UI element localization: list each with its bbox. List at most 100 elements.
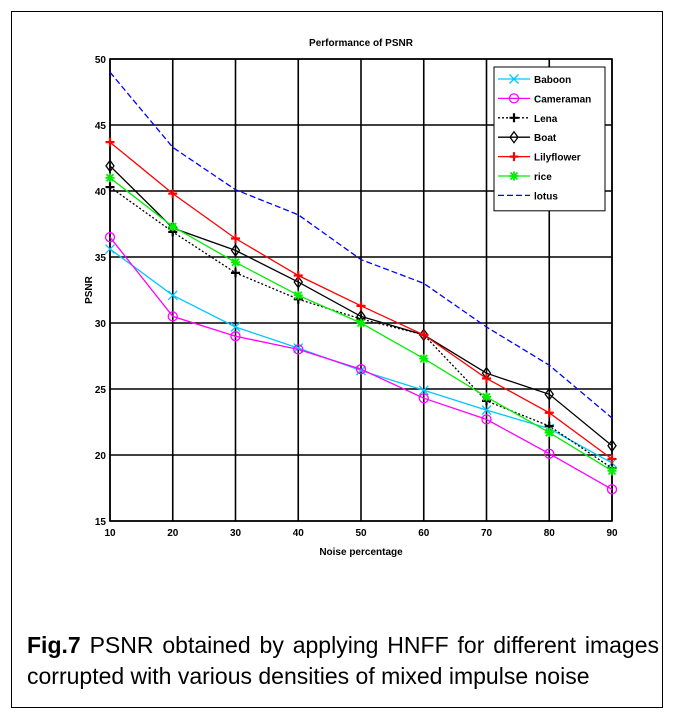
x-tick-label: 10: [104, 528, 116, 539]
marker-plus: [419, 330, 429, 340]
x-tick-label: 20: [167, 528, 179, 539]
series-lotus: [109, 71, 613, 419]
marker-star: [509, 171, 519, 181]
series-point-marker: [356, 365, 366, 376]
series-point-marker: [230, 322, 241, 332]
marker-x: [418, 385, 429, 396]
legend-entry: Lena: [498, 113, 558, 125]
series-point-marker: [607, 466, 617, 476]
figure-caption-text: PSNR obtained by applying HNFF for diffe…: [27, 632, 659, 689]
legend-entry: lotus: [498, 191, 558, 202]
legend-box: [493, 66, 606, 212]
series-point-marker: [544, 428, 554, 438]
marker-circle: [481, 414, 492, 425]
series-point-marker: [509, 130, 519, 144]
y-tick-label: 15: [95, 517, 107, 528]
series-point-marker: [607, 454, 617, 464]
marker-plus: [105, 182, 115, 192]
series-point-marker: [544, 448, 555, 459]
series-line: [109, 71, 613, 419]
y-tick-label: 30: [95, 319, 107, 330]
marker-circle: [544, 448, 555, 459]
series-point-marker: [168, 222, 178, 232]
series-line: [109, 165, 613, 447]
marker-plus: [509, 113, 519, 123]
series-point-marker: [293, 343, 304, 354]
x-tick-label: 90: [606, 528, 618, 539]
series-point-marker: [105, 182, 115, 192]
y-tick-label: 40: [95, 187, 107, 198]
chart-title: Performance of PSNR: [309, 38, 414, 49]
series-point-marker: [606, 484, 618, 495]
series-point-marker: [167, 311, 178, 322]
marker-plus: [231, 268, 240, 278]
series-point-marker: [544, 408, 554, 418]
series-point-marker: [509, 152, 519, 162]
series-point-marker: [607, 439, 617, 453]
series-point-marker: [105, 173, 115, 183]
figure-number: Fig.7: [27, 632, 81, 658]
legend-label: Baboon: [534, 75, 571, 86]
y-tick-label: 50: [95, 55, 107, 66]
x-tick-label: 40: [293, 528, 305, 539]
legend-label: Cameraman: [534, 94, 591, 105]
series-point-marker: [105, 159, 115, 173]
series-point-marker: [356, 318, 366, 328]
series-point-marker: [167, 290, 178, 301]
marker-x: [105, 244, 115, 255]
y-axis-label: PSNR: [84, 275, 95, 304]
series-point-marker: [231, 268, 240, 278]
legend-entry: Baboon: [498, 74, 571, 86]
x-tick-label: 50: [355, 528, 367, 539]
series-point-marker: [168, 189, 178, 199]
marker-x: [230, 322, 241, 332]
legend-label: Lena: [534, 114, 558, 125]
marker-diamond: [230, 243, 241, 258]
marker-circle: [355, 364, 367, 375]
series-point-marker: [230, 331, 241, 342]
marker-plus: [544, 408, 554, 418]
series-cameraman: [104, 232, 618, 495]
marker-plus: [168, 189, 178, 199]
y-tick-label: 25: [95, 385, 107, 396]
marker-x: [481, 405, 492, 416]
figure-frame: [11, 11, 663, 708]
plot-border: [109, 58, 613, 522]
series-point-marker: [418, 393, 429, 404]
marker-plus: [356, 301, 366, 311]
marker-diamond: [544, 387, 555, 401]
series-point-marker: [231, 257, 240, 267]
marker-circle: [293, 344, 304, 355]
marker-circle: [418, 393, 429, 404]
series-point-marker: [419, 354, 429, 364]
series-point-marker: [482, 373, 491, 383]
series-point-marker: [509, 74, 519, 84]
marker-x: [293, 343, 304, 354]
marker-diamond: [105, 159, 115, 173]
marker-plus: [607, 454, 617, 464]
series-point-marker: [481, 414, 492, 425]
marker-star: [168, 222, 178, 232]
figure-caption: Fig.7 PSNR obtained by applying HNFF for…: [27, 630, 659, 692]
series-point-marker: [419, 330, 429, 340]
x-tick-label: 30: [230, 528, 242, 539]
marker-circle: [606, 484, 618, 495]
series-point-marker: [293, 344, 304, 355]
marker-circle: [167, 311, 178, 322]
marker-star: [544, 428, 554, 438]
legend-label: rice: [534, 172, 552, 183]
y-tick-label: 45: [95, 121, 107, 132]
x-tick-label: 70: [481, 528, 493, 539]
marker-plus: [105, 137, 115, 147]
marker-x: [509, 74, 519, 84]
marker-star: [356, 318, 366, 328]
x-tick-label: 80: [544, 528, 556, 539]
marker-x: [356, 365, 366, 376]
series-point-marker: [293, 270, 303, 280]
series-point-marker: [509, 113, 519, 123]
legend-entry: Boat: [498, 130, 557, 144]
series-point-marker: [481, 405, 492, 416]
marker-diamond: [509, 130, 519, 144]
marker-plus: [482, 373, 491, 383]
marker-plus: [509, 152, 519, 162]
